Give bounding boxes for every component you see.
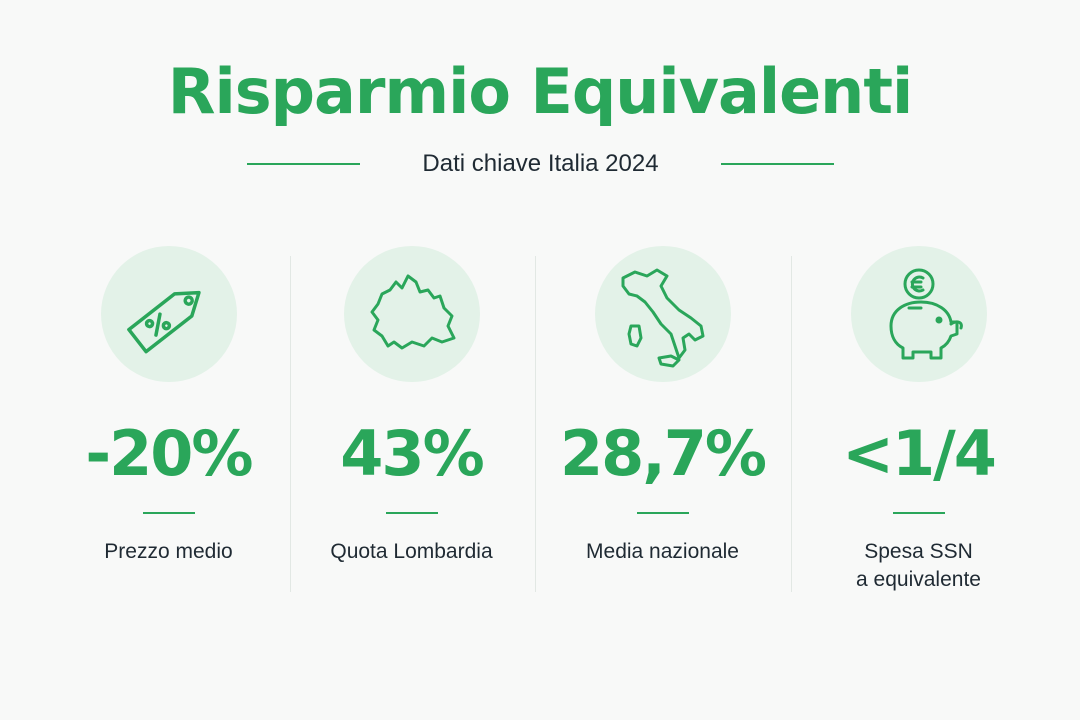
italy-map-icon — [594, 246, 731, 382]
column-divider — [290, 256, 291, 592]
piggy-bank-euro-icon — [850, 246, 987, 382]
stat-value: <1/4 — [842, 417, 997, 490]
stat-label: Quota Lombardia — [330, 540, 493, 563]
stat-label: Media nazionale — [586, 540, 739, 563]
column-divider — [791, 256, 792, 592]
subtitle-rule-left — [247, 163, 360, 165]
column-divider — [535, 256, 536, 592]
stat-label: Spesa SSN a equivalente — [856, 540, 981, 591]
stat-value: 43% — [340, 417, 484, 490]
stat-rule — [892, 512, 945, 514]
stat-value: 28,7% — [559, 417, 767, 490]
stat-rule — [636, 512, 689, 514]
stat-rule — [142, 512, 195, 514]
stat-card-prezzo-medio: -20% Prezzo medio — [41, 246, 296, 606]
stat-label: Prezzo medio — [104, 540, 233, 563]
page-subtitle: Dati chiave Italia 2024 — [422, 150, 659, 177]
stat-card-media-nazionale: 28,7% Media nazionale — [535, 246, 790, 606]
subtitle-rule-right — [721, 163, 834, 165]
subtitle-row: Dati chiave Italia 2024 — [0, 146, 1080, 182]
price-tag-percent-icon — [100, 246, 237, 382]
stat-value: -20% — [85, 417, 253, 490]
lombardia-map-icon — [343, 246, 480, 382]
stat-card-quota-lombardia: 43% Quota Lombardia — [284, 246, 539, 606]
page-title: Risparmio Equivalenti — [167, 55, 913, 128]
stat-rule — [385, 512, 438, 514]
stat-card-spesa-ssn: <1/4 Spesa SSN a equivalente — [791, 246, 1046, 606]
